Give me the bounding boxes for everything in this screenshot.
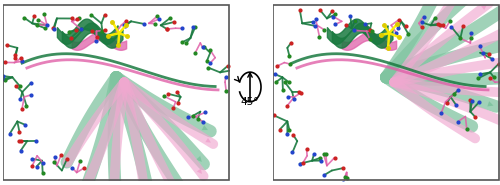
Text: 45°: 45°: [241, 97, 259, 107]
